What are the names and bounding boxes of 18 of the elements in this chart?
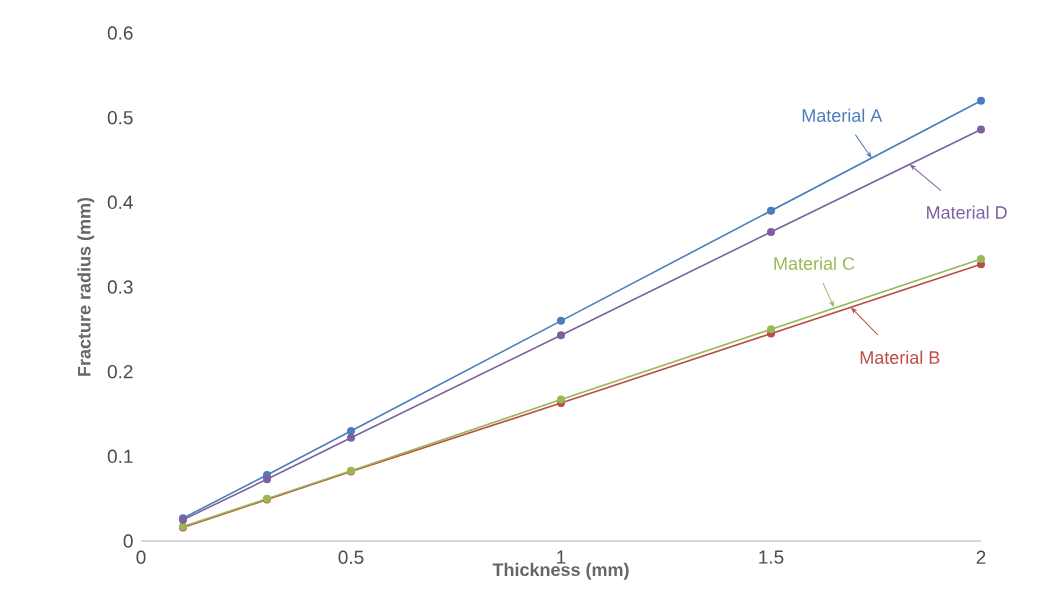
x-tick-label: 2 [976,550,986,564]
y-tick-label: 0.4 [107,195,133,210]
y-tick-label: 0.2 [107,364,133,379]
x-axis-title: Thickness (mm) [492,562,629,580]
y-tick-label: 0.5 [107,110,133,125]
x-tick-label: 0 [136,550,146,564]
annotation: Material D [927,205,1007,219]
x-tick-label: 0.5 [338,550,364,564]
annotation: Material A [802,108,883,122]
x-tick-label: 1.5 [759,550,784,564]
annotation: Material B [860,350,940,364]
y-axis-title: Fracture radius (mm) [77,197,95,376]
y-tick-label: 0 [123,534,133,548]
y-tick-label: 0.3 [107,280,133,294]
y-tick-label: 0.1 [107,449,133,464]
annotation: Material C [774,256,855,270]
y-tick-label: 0.6 [107,26,133,40]
x-tick-label: 1 [557,550,566,564]
